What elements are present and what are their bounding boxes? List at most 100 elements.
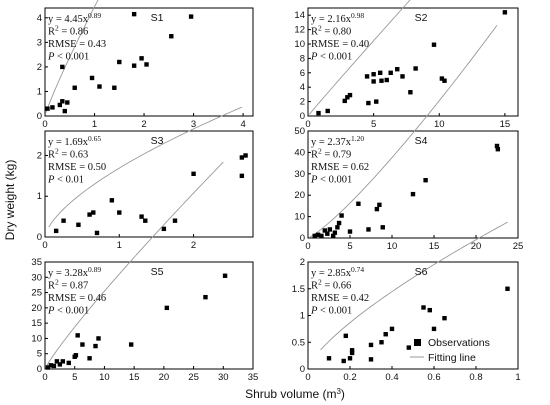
x-axis-label-end: ) (341, 387, 345, 401)
x-tick-label: 0 (305, 372, 310, 383)
observation-point (322, 228, 327, 233)
observation-point (374, 206, 380, 212)
x-tick-label: 15 (129, 372, 140, 383)
observation-point (139, 56, 144, 61)
observation-point (389, 326, 395, 332)
observation-point (60, 359, 66, 364)
x-tick-label: 15 (429, 241, 440, 252)
observation-point (368, 357, 374, 362)
x-tick-label: 0 (305, 241, 310, 252)
observation-point (97, 84, 102, 89)
panel-title: S5 (151, 266, 164, 278)
observation-point (80, 342, 85, 347)
plot-frame (44, 130, 254, 238)
x-tick-label: 25 (188, 372, 199, 383)
observation-point (172, 218, 178, 223)
legend-observations-label: Observations (428, 337, 490, 349)
y-tick-label: 14 (294, 10, 305, 21)
observation-point (93, 343, 98, 349)
y-tick-label: 2 (37, 62, 42, 73)
observation-point (366, 227, 371, 232)
observation-point (442, 315, 447, 321)
x-axis-label-sup: 3 (336, 387, 341, 396)
x-tick-label: 1 (515, 372, 520, 383)
equation: y = 2.85x0.74 (311, 265, 364, 280)
y-tick-label: 0 (37, 111, 42, 122)
y-tick-label: 1.5 (292, 284, 305, 295)
y-tick-label: 0 (300, 364, 305, 375)
panel-title: S4 (415, 135, 428, 147)
y-tick-label: 10 (294, 212, 305, 223)
observation-point (222, 273, 228, 278)
y-tick-label: 6 (300, 68, 305, 79)
y-tick-label: 30 (294, 169, 305, 180)
observation-point (371, 79, 376, 84)
rmse: RMSE = 0.62 (311, 162, 369, 173)
observation-point (325, 108, 330, 114)
observation-point (342, 98, 347, 104)
y-tick-label: 8 (300, 53, 305, 64)
observation-point (379, 78, 384, 83)
r-squared: R2 = 0.66 (311, 277, 351, 292)
observation-point (131, 63, 137, 68)
p-value: P < 0.001 (47, 306, 89, 317)
equation: y = 3.28x0.89 (48, 265, 101, 280)
y-tick-label: 15 (31, 318, 42, 329)
y-tick-label: 0 (300, 111, 305, 122)
panel-title: S1 (151, 12, 164, 24)
observation-point (319, 233, 324, 239)
observation-point (112, 85, 117, 90)
fitting-line (45, 0, 99, 113)
observation-point (87, 356, 92, 361)
observation-point (371, 72, 376, 77)
observation-point (143, 218, 148, 223)
x-tick-label: 0 (42, 240, 47, 251)
legend-observations-marker (414, 339, 421, 346)
observation-point (72, 85, 77, 90)
x-tick-label: 30 (218, 372, 229, 383)
legend: Observations Fitting line (410, 337, 490, 364)
x-tick-label: 5 (347, 241, 352, 252)
panel-title: S6 (415, 266, 428, 278)
r-squared: R2 = 0.86 (48, 23, 88, 38)
y-tick-label: 5 (37, 349, 42, 360)
x-tick-label: 2 (191, 240, 196, 251)
observation-point (188, 14, 194, 19)
observation-point (75, 333, 80, 338)
fitting-line (308, 0, 411, 115)
observation-point (326, 356, 332, 361)
x-tick-label: 2 (141, 119, 146, 130)
observation-point (377, 202, 382, 208)
x-tick-label: 0.4 (385, 372, 398, 383)
x-tick-label: 1 (117, 240, 122, 251)
observation-point (316, 110, 321, 116)
observation-point (400, 74, 405, 79)
x-tick-label: 0 (42, 119, 47, 130)
panel-title: S3 (151, 135, 164, 147)
observation-point (144, 62, 149, 67)
plot-frame (44, 7, 254, 117)
y-tick-label: 12 (294, 25, 305, 36)
y-tick-label: 10 (294, 39, 305, 50)
observation-point (332, 230, 338, 235)
observation-point (239, 155, 245, 160)
equation: y = 4.45x0.89 (48, 11, 101, 26)
x-tick-label: 1 (92, 119, 97, 130)
observation-point (312, 233, 317, 239)
x-tick-label: 4 (240, 119, 245, 130)
observation-point (53, 228, 59, 234)
observation-point (76, 222, 81, 227)
observation-point (335, 225, 340, 230)
observation-point (87, 212, 92, 217)
y-tick-label: 20 (294, 190, 305, 201)
rmse: RMSE = 0.42 (311, 293, 369, 304)
r-squared: R2 = 0.63 (48, 146, 88, 161)
observation-point (423, 178, 428, 183)
observation-point (377, 70, 383, 75)
x-tick-label: 35 (248, 372, 259, 383)
p-value: P < 0.001 (310, 52, 352, 63)
